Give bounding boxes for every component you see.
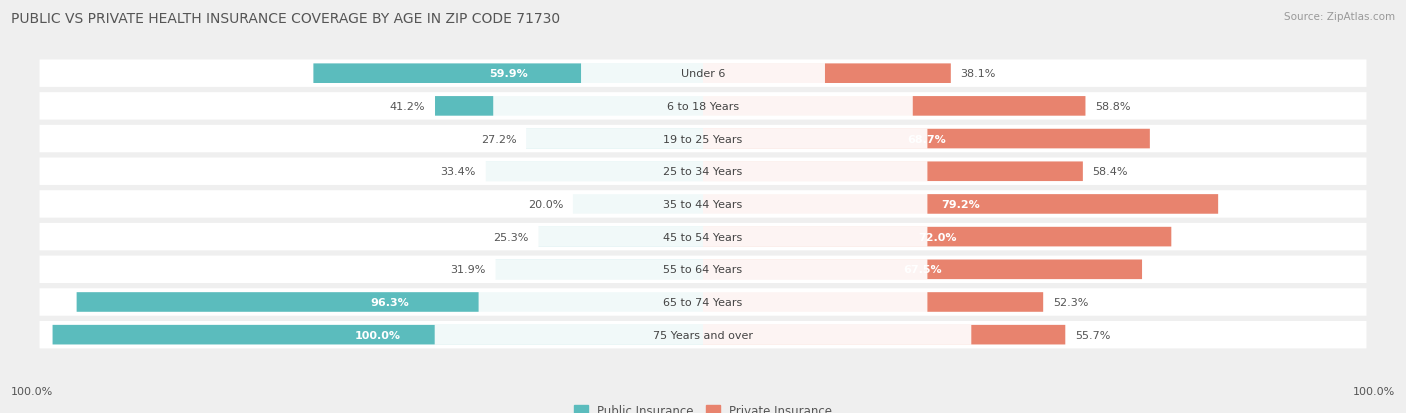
FancyBboxPatch shape: [703, 325, 1066, 344]
Text: 20.0%: 20.0%: [527, 199, 564, 209]
FancyBboxPatch shape: [39, 126, 1367, 153]
Text: Under 6: Under 6: [681, 69, 725, 79]
Text: 67.5%: 67.5%: [903, 265, 942, 275]
Text: 75 Years and over: 75 Years and over: [652, 330, 754, 340]
Text: 100.0%: 100.0%: [11, 387, 53, 396]
FancyBboxPatch shape: [478, 129, 928, 150]
FancyBboxPatch shape: [39, 158, 1367, 185]
Text: 55 to 64 Years: 55 to 64 Years: [664, 265, 742, 275]
FancyBboxPatch shape: [52, 325, 703, 344]
FancyBboxPatch shape: [39, 223, 1367, 251]
FancyBboxPatch shape: [703, 129, 1150, 149]
FancyBboxPatch shape: [39, 321, 1367, 349]
Text: 100.0%: 100.0%: [354, 330, 401, 340]
FancyBboxPatch shape: [478, 259, 928, 280]
Text: 55.7%: 55.7%: [1076, 330, 1111, 340]
FancyBboxPatch shape: [538, 227, 703, 247]
FancyBboxPatch shape: [572, 195, 703, 214]
FancyBboxPatch shape: [76, 292, 703, 312]
Text: Source: ZipAtlas.com: Source: ZipAtlas.com: [1284, 12, 1395, 22]
FancyBboxPatch shape: [39, 256, 1367, 283]
FancyBboxPatch shape: [39, 289, 1367, 316]
FancyBboxPatch shape: [703, 292, 1043, 312]
Text: 72.0%: 72.0%: [918, 232, 956, 242]
FancyBboxPatch shape: [703, 227, 1171, 247]
FancyBboxPatch shape: [434, 97, 703, 116]
Text: 31.9%: 31.9%: [450, 265, 485, 275]
Text: 35 to 44 Years: 35 to 44 Years: [664, 199, 742, 209]
Text: 25 to 34 Years: 25 to 34 Years: [664, 167, 742, 177]
FancyBboxPatch shape: [703, 195, 1218, 214]
FancyBboxPatch shape: [39, 60, 1367, 88]
FancyBboxPatch shape: [314, 64, 703, 84]
Text: 41.2%: 41.2%: [389, 102, 425, 112]
Text: 58.4%: 58.4%: [1092, 167, 1128, 177]
Legend: Public Insurance, Private Insurance: Public Insurance, Private Insurance: [569, 399, 837, 413]
FancyBboxPatch shape: [703, 97, 1085, 116]
FancyBboxPatch shape: [494, 97, 912, 117]
FancyBboxPatch shape: [703, 64, 950, 84]
FancyBboxPatch shape: [478, 162, 928, 182]
Text: 96.3%: 96.3%: [370, 297, 409, 307]
Text: 79.2%: 79.2%: [941, 199, 980, 209]
FancyBboxPatch shape: [495, 260, 703, 280]
FancyBboxPatch shape: [478, 227, 928, 247]
FancyBboxPatch shape: [39, 93, 1367, 120]
Text: 100.0%: 100.0%: [1353, 387, 1395, 396]
Text: 45 to 54 Years: 45 to 54 Years: [664, 232, 742, 242]
FancyBboxPatch shape: [39, 191, 1367, 218]
FancyBboxPatch shape: [526, 129, 703, 149]
Text: 25.3%: 25.3%: [494, 232, 529, 242]
Text: 65 to 74 Years: 65 to 74 Years: [664, 297, 742, 307]
FancyBboxPatch shape: [581, 64, 825, 84]
Text: 38.1%: 38.1%: [960, 69, 995, 79]
Text: PUBLIC VS PRIVATE HEALTH INSURANCE COVERAGE BY AGE IN ZIP CODE 71730: PUBLIC VS PRIVATE HEALTH INSURANCE COVER…: [11, 12, 561, 26]
Text: 6 to 18 Years: 6 to 18 Years: [666, 102, 740, 112]
FancyBboxPatch shape: [485, 162, 703, 182]
FancyBboxPatch shape: [703, 260, 1142, 280]
FancyBboxPatch shape: [478, 292, 928, 312]
Text: 58.8%: 58.8%: [1095, 102, 1130, 112]
Text: 52.3%: 52.3%: [1053, 297, 1088, 307]
Text: 68.7%: 68.7%: [907, 134, 946, 144]
FancyBboxPatch shape: [478, 195, 928, 214]
FancyBboxPatch shape: [703, 162, 1083, 182]
Text: 27.2%: 27.2%: [481, 134, 516, 144]
Text: 59.9%: 59.9%: [489, 69, 527, 79]
Text: 33.4%: 33.4%: [440, 167, 477, 177]
Text: 19 to 25 Years: 19 to 25 Years: [664, 134, 742, 144]
FancyBboxPatch shape: [434, 325, 972, 345]
